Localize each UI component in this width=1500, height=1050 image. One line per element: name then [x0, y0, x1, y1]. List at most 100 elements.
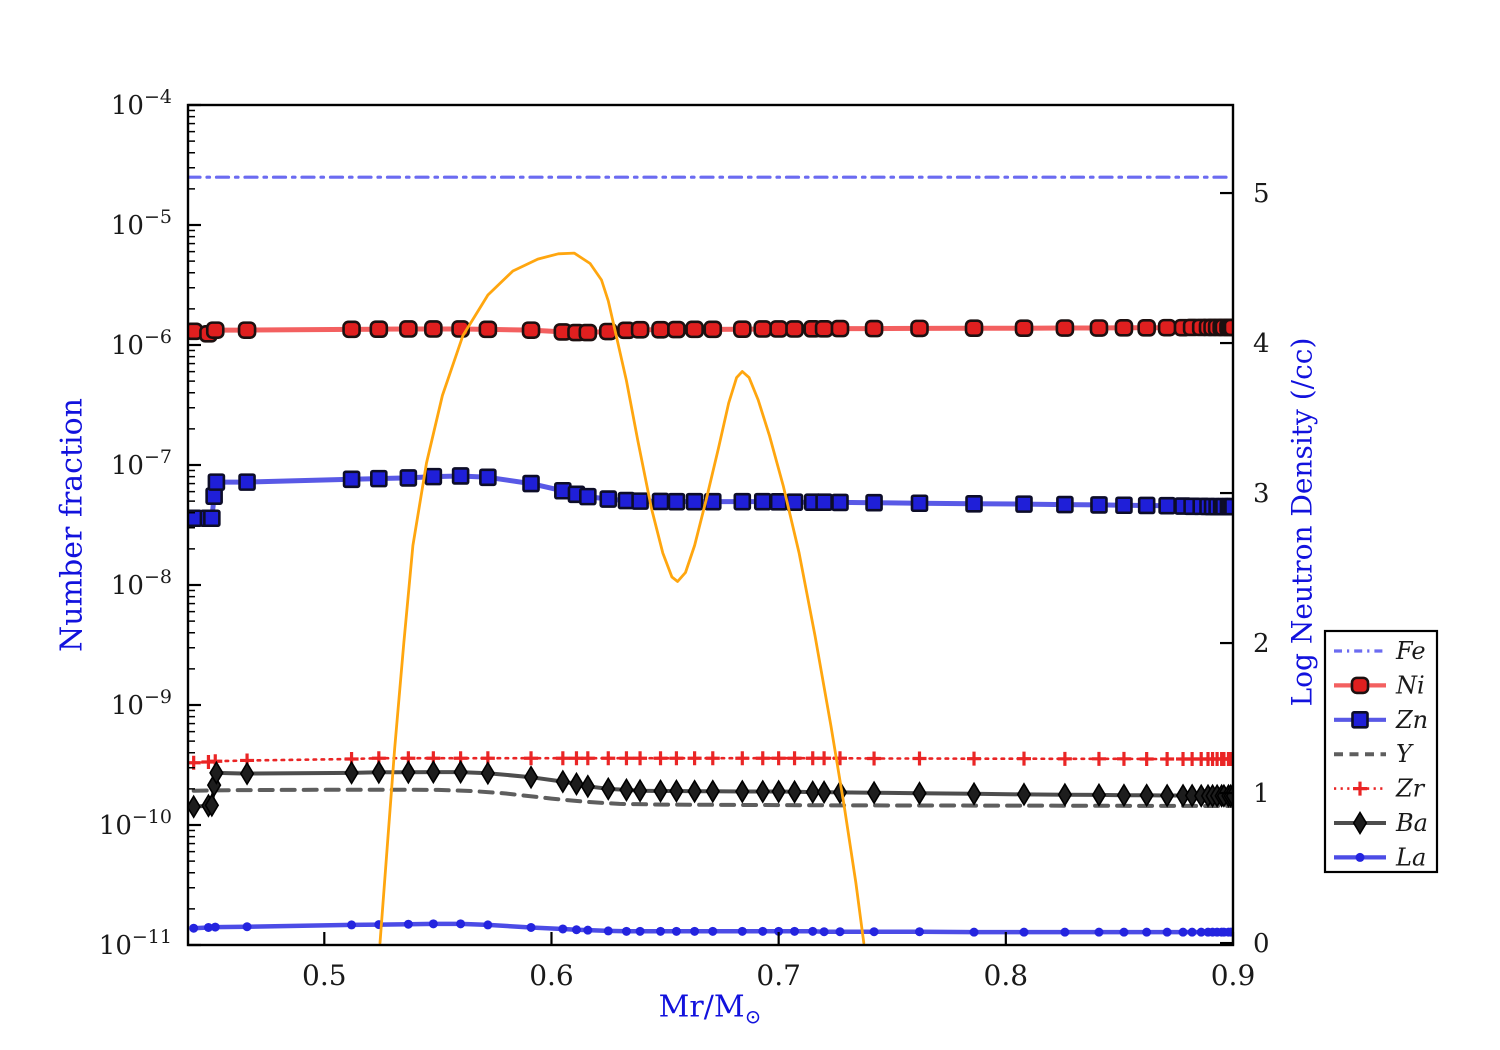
- marker-la: [583, 925, 593, 935]
- marker-zn: [1056, 495, 1074, 514]
- marker-la: [347, 920, 357, 930]
- marker-ba: [344, 760, 359, 785]
- marker-ni: [424, 320, 443, 338]
- series-zr: [188, 751, 1233, 770]
- marker-la: [737, 926, 747, 936]
- x-tick-label: 0.8: [984, 959, 1029, 992]
- marker-ni: [703, 320, 723, 339]
- marker-la: [456, 919, 466, 929]
- marker-zn: [238, 473, 256, 491]
- marker-zn: [769, 493, 788, 511]
- marker-zn: [753, 492, 772, 511]
- marker-la: [1142, 927, 1152, 937]
- marker-la: [835, 927, 845, 937]
- marker-ni: [578, 323, 598, 342]
- marker-ni: [1137, 319, 1156, 337]
- marker-ni: [1157, 318, 1177, 337]
- y-left-tick-label: 10−4: [111, 86, 172, 121]
- marker-zn: [651, 492, 670, 511]
- marker-la: [635, 926, 645, 936]
- marker-zr: [705, 751, 720, 766]
- marker-la: [1019, 927, 1029, 937]
- marker-ba: [912, 781, 927, 806]
- marker-zr: [817, 751, 832, 766]
- marker-zn: [522, 474, 540, 493]
- sun-symbol: ⊙: [744, 1004, 762, 1029]
- marker-ni: [814, 319, 834, 338]
- marker-zn: [1090, 496, 1108, 514]
- marker-ba: [705, 779, 721, 804]
- marker-la: [1094, 927, 1104, 937]
- marker-la: [603, 926, 613, 936]
- axis-ticks: 10−4 10−5 10−6 10−7 10−8 10−9 10−10 10−11 0 1 2 3 4 5…: [99, 86, 1270, 992]
- legend-label-zr: Zr: [1395, 775, 1426, 803]
- marker-zn: [599, 490, 618, 508]
- marker-ni: [630, 320, 650, 339]
- marker-la: [1119, 927, 1129, 937]
- marker-ba: [426, 760, 441, 785]
- marker-la: [203, 922, 213, 932]
- marker-ba: [1016, 782, 1032, 807]
- marker-la: [915, 927, 924, 937]
- series-markers-la: [189, 919, 1233, 937]
- y-right-tick-label: 2: [1253, 629, 1270, 659]
- marker-ba: [735, 779, 750, 804]
- plot-frame: [186, 103, 1235, 947]
- legend-label-y: Y: [1396, 740, 1414, 768]
- series-la: [189, 919, 1233, 937]
- marker-ba: [601, 776, 616, 801]
- marker-ba: [569, 771, 584, 796]
- marker-zr: [771, 751, 786, 766]
- marker-zr: [867, 751, 882, 766]
- marker-ni: [964, 319, 984, 338]
- marker-ni: [685, 320, 704, 339]
- marker-la: [774, 926, 784, 936]
- marker-zr: [1160, 751, 1175, 766]
- marker-zr: [601, 751, 616, 766]
- y-left-axis-title: Number fraction: [54, 397, 90, 653]
- marker-ba: [669, 778, 684, 804]
- marker-zr: [1139, 751, 1154, 766]
- x-axis-title: Mr/M⊙: [659, 990, 762, 1029]
- marker-la: [1187, 927, 1197, 937]
- marker-ni: [910, 319, 929, 338]
- marker-ba: [204, 793, 220, 818]
- marker-la: [558, 924, 568, 934]
- series-markers-zr: [188, 751, 1233, 770]
- x-tick-label: 0.5: [302, 959, 347, 992]
- marker-zr: [524, 751, 539, 766]
- y-right-axis-title: Log Neutron Density (/cc): [1285, 337, 1319, 707]
- marker-zn: [1015, 495, 1033, 513]
- marker-ni: [1350, 676, 1370, 695]
- marker-ni: [237, 321, 257, 339]
- marker-ni: [785, 320, 804, 338]
- marker-zn: [733, 492, 752, 511]
- marker-ba: [555, 769, 571, 794]
- marker-ni: [1014, 319, 1034, 338]
- marker-zn: [631, 492, 649, 510]
- marker-la: [1178, 927, 1188, 937]
- marker-ba: [371, 760, 387, 785]
- marker-ba: [480, 761, 496, 786]
- marker-ba: [401, 760, 416, 785]
- legend-label-fe: Fe: [1395, 637, 1426, 665]
- marker-ni: [753, 320, 773, 338]
- marker-zr: [653, 751, 668, 766]
- y-left-tick-label: 10−11: [99, 926, 172, 961]
- x-tick-label: 0.6: [529, 959, 574, 992]
- legend-item-ni: Ni: [1334, 671, 1425, 699]
- marker-ni: [864, 319, 884, 338]
- marker-ba: [580, 774, 596, 799]
- marker-ba: [523, 765, 539, 790]
- marker-la: [690, 926, 700, 936]
- marker-zr: [619, 751, 634, 766]
- y-right-tick-label: 1: [1253, 779, 1270, 809]
- marker-zr: [1017, 751, 1031, 766]
- marker-ba: [755, 779, 770, 804]
- marker-zn: [203, 509, 221, 528]
- marker-ba: [787, 779, 802, 804]
- marker-ba: [619, 777, 634, 802]
- legend-label-la: La: [1395, 843, 1426, 871]
